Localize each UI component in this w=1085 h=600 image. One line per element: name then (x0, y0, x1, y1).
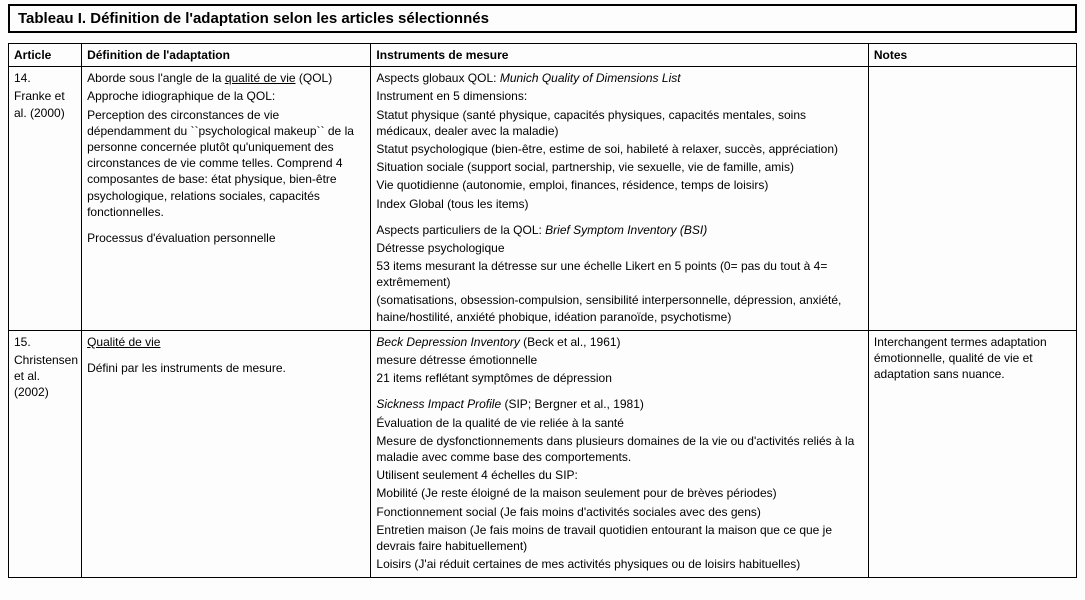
col-header-definition: Définition de l'adaptation (82, 44, 371, 67)
instrument-line: Vie quotidienne (autonomie, emploi, fina… (376, 177, 862, 193)
cell-instruments: Aspects globaux QOL: Munich Quality of D… (371, 67, 868, 331)
definition-line: Approche idiographique de la QOL: (87, 88, 365, 104)
instrument-line: Fonctionnement social (Je fais moins d'a… (376, 504, 862, 520)
definition-line: Perception des circonstances de vie dépe… (87, 107, 365, 220)
table-header-row: Article Définition de l'adaptation Instr… (9, 44, 1077, 67)
instrument-line: Beck Depression Inventory (Beck et al., … (376, 334, 862, 350)
text: (Beck et al., 1961) (520, 335, 621, 349)
instrument-line: (somatisations, obsession-compulsion, se… (376, 292, 862, 324)
cell-notes (868, 67, 1076, 331)
instrument-line: Statut psychologique (bien-être, estime … (376, 141, 862, 157)
instrument-line: Instrument en 5 dimensions: (376, 88, 862, 104)
definition-line: Aborde sous l'angle de la qualité de vie… (87, 70, 365, 86)
article-number: 15. (14, 334, 76, 350)
instrument-line: Mesure de dysfonctionnements dans plusie… (376, 433, 862, 465)
italic-text: Sickness Impact Profile (376, 397, 501, 411)
instrument-line: Évaluation de la qualité de vie reliée à… (376, 415, 862, 431)
instrument-line: Loisirs (J'ai réduit certaines de mes ac… (376, 556, 862, 572)
text: (QOL) (296, 71, 333, 85)
article-ref: Franke et al. (2000) (14, 88, 76, 120)
article-number: 14. (14, 70, 76, 86)
text: Aborde sous l'angle de la (87, 71, 225, 85)
table-row: 15. Christensen et al. (2002) Qualité de… (9, 330, 1077, 577)
instrument-line: Utilisent seulement 4 échelles du SIP: (376, 467, 862, 483)
instrument-line: 53 items mesurant la détresse sur une éc… (376, 258, 862, 290)
instrument-line: Sickness Impact Profile (SIP; Bergner et… (376, 396, 862, 412)
italic-text: Beck Depression Inventory (376, 335, 519, 349)
instrument-line: 21 items reflétant symptômes de dépressi… (376, 370, 862, 386)
cell-notes: Interchangent termes adaptation émotionn… (868, 330, 1076, 577)
instrument-line: Mobilité (Je reste éloigné de la maison … (376, 485, 862, 501)
table-title: Tableau I. Définition de l'adaptation se… (8, 4, 1077, 33)
table-row: 14. Franke et al. (2000) Aborde sous l'a… (9, 67, 1077, 331)
cell-article: 15. Christensen et al. (2002) (9, 330, 82, 577)
text: Aspects particuliers de la QOL: (376, 223, 545, 237)
cell-article: 14. Franke et al. (2000) (9, 67, 82, 331)
definition-line: Défini par les instruments de mesure. (87, 360, 365, 376)
instrument-line: Entretien maison (Je fais moins de trava… (376, 522, 862, 554)
text: (SIP; Bergner et al., 1981) (501, 397, 644, 411)
adaptation-table: Article Définition de l'adaptation Instr… (8, 43, 1077, 578)
col-header-instruments: Instruments de mesure (371, 44, 868, 67)
instrument-line: Aspects particuliers de la QOL: Brief Sy… (376, 222, 862, 238)
col-header-notes: Notes (868, 44, 1076, 67)
underlined-text: qualité de vie (225, 71, 296, 85)
col-header-article: Article (9, 44, 82, 67)
italic-text: Brief Symptom Inventory (BSI) (545, 223, 707, 237)
instrument-line: Index Global (tous les items) (376, 196, 862, 212)
cell-definition: Qualité de vie Défini par les instrument… (82, 330, 371, 577)
italic-text: Munich Quality of Dimensions List (500, 71, 681, 85)
underlined-text: Qualité de vie (87, 335, 160, 349)
cell-definition: Aborde sous l'angle de la qualité de vie… (82, 67, 371, 331)
cell-instruments: Beck Depression Inventory (Beck et al., … (371, 330, 868, 577)
instrument-line: Aspects globaux QOL: Munich Quality of D… (376, 70, 862, 86)
definition-line: Qualité de vie (87, 334, 365, 350)
instrument-line: Détresse psychologique (376, 240, 862, 256)
definition-line: Processus d'évaluation personnelle (87, 230, 365, 246)
text: Aspects globaux QOL: (376, 71, 499, 85)
instrument-line: Statut physique (santé physique, capacit… (376, 107, 862, 139)
article-ref: Christensen et al. (2002) (14, 352, 76, 401)
instrument-line: Situation sociale (support social, partn… (376, 159, 862, 175)
instrument-line: mesure détresse émotionnelle (376, 352, 862, 368)
